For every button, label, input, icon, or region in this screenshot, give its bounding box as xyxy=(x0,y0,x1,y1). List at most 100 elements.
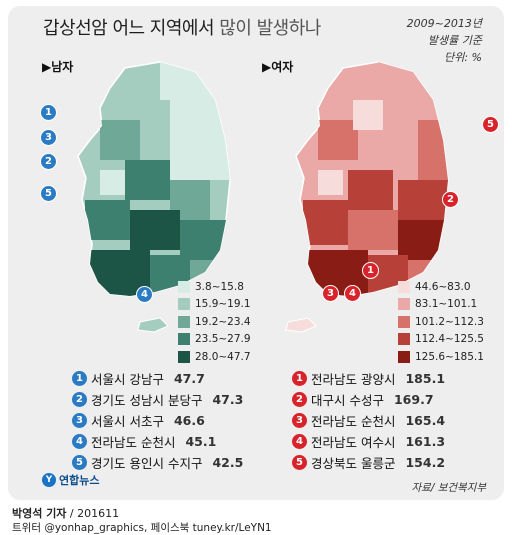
title-main: 갑상선암 어느 지역에서 xyxy=(43,18,215,39)
male-legend-item: 23.5~27.9 xyxy=(178,331,251,349)
yonhap-logo-text: 연합뉴스 xyxy=(59,474,100,487)
female-legend-swatch xyxy=(398,298,410,311)
female-legend-swatch xyxy=(398,350,410,363)
female-legend-label: 101.2~112.3 xyxy=(415,315,484,328)
male-header: ▶남자 xyxy=(42,60,74,74)
male-ranking-item: 4 전라남도 순천시 45.1 xyxy=(72,431,243,452)
infographic-title: 갑상선암 어느 지역에서 많이 발생하나 xyxy=(43,14,321,40)
male-rank-name: 경기도 용인시 수지구 xyxy=(91,456,203,471)
female-legend-label: 44.6~83.0 xyxy=(415,280,471,293)
male-pin-1: 1 xyxy=(40,104,57,121)
male-legend-label: 3.8~15.8 xyxy=(195,280,244,293)
female-ranking-item: 1 전라남도 광양시 185.1 xyxy=(292,368,445,389)
male-legend-swatch xyxy=(178,315,190,328)
male-jeju xyxy=(137,317,169,333)
male-legend-swatch xyxy=(178,350,190,363)
male-pin-4: 4 xyxy=(136,286,153,303)
female-ranking-item: 4 전라남도 여수시 161.3 xyxy=(292,431,445,452)
credit-author: 박영석 기자 xyxy=(12,507,67,520)
male-legend-item: 15.9~19.1 xyxy=(178,296,251,314)
credit-line: 박영석 기자 / 201611 xyxy=(12,505,119,521)
female-legend-swatch xyxy=(398,333,410,346)
male-legend-swatch xyxy=(178,298,190,311)
period-years: 2009~2013년 xyxy=(406,17,482,30)
period-basis: 발생률 기준 xyxy=(427,34,482,47)
female-rank-name: 경상북도 울릉군 xyxy=(311,456,396,471)
female-legend-item: 125.6~185.1 xyxy=(398,348,484,366)
male-map xyxy=(77,61,231,333)
title-sub: 많이 발생하나 xyxy=(219,18,321,39)
period-note: 2009~2013년 발생률 기준 단위: % xyxy=(407,15,482,66)
female-pin-4: 4 xyxy=(344,285,361,302)
female-rank-value: 165.4 xyxy=(405,413,446,428)
female-rank-name: 대구시 수성구 xyxy=(311,393,384,408)
female-pin-2: 2 xyxy=(442,191,459,208)
female-rank-value: 185.1 xyxy=(405,371,446,386)
female-legend-item: 44.6~83.0 xyxy=(398,278,484,296)
female-legend-label: 112.4~125.5 xyxy=(415,333,484,346)
credit-date: / 201611 xyxy=(66,507,120,520)
male-pin-2: 2 xyxy=(40,153,57,170)
male-legend-item: 3.8~15.8 xyxy=(178,278,251,296)
female-rank-badge: 3 xyxy=(292,413,307,428)
female-legend: 44.6~83.0 83.1~101.1 101.2~112.3 112.4~1… xyxy=(398,278,484,366)
female-header: ▶여자 xyxy=(262,60,294,74)
period-unit: 단위: % xyxy=(444,51,482,64)
yonhap-logo-mark: Y xyxy=(42,473,56,487)
male-legend: 3.8~15.8 15.9~19.1 19.2~23.4 23.5~27.9 2… xyxy=(178,278,251,366)
male-legend-label: 19.2~23.4 xyxy=(195,315,251,328)
male-rank-badge: 2 xyxy=(72,392,87,407)
female-rank-name: 전라남도 순천시 xyxy=(311,414,396,429)
male-rank-value: 46.6 xyxy=(173,413,205,428)
female-ranking-item: 5 경상북도 울릉군 154.2 xyxy=(292,452,445,473)
yonhap-logo: Y 연합뉴스 xyxy=(42,472,99,488)
male-legend-swatch xyxy=(178,333,190,346)
male-rank-badge: 3 xyxy=(72,413,87,428)
male-rank-name: 경기도 성남시 분당구 xyxy=(91,393,203,408)
female-ranking-item: 3 전라남도 순천시 165.4 xyxy=(292,410,445,431)
female-rank-name: 전라남도 여수시 xyxy=(311,435,396,450)
source-note: 자료/ 보건복지부 xyxy=(411,482,487,494)
male-legend-label: 28.0~47.7 xyxy=(195,350,251,363)
female-legend-label: 125.6~185.1 xyxy=(415,350,484,363)
female-legend-swatch xyxy=(398,315,410,328)
female-ranking-item: 2 대구시 수성구 169.7 xyxy=(292,389,445,410)
female-rank-value: 154.2 xyxy=(405,455,446,470)
female-ranking: 1 전라남도 광양시 185.1 2 대구시 수성구 169.7 3 전라남도 순천시 16… xyxy=(292,368,445,473)
male-legend-swatch xyxy=(178,280,190,293)
female-rank-value: 169.7 xyxy=(393,392,434,407)
male-rank-badge: 4 xyxy=(72,434,87,449)
female-pin-3: 3 xyxy=(322,285,339,302)
female-pin-1: 1 xyxy=(362,262,379,279)
female-legend-label: 83.1~101.1 xyxy=(415,298,478,311)
female-rank-badge: 5 xyxy=(292,455,307,470)
female-legend-item: 112.4~125.5 xyxy=(398,331,484,349)
male-rank-value: 47.7 xyxy=(173,371,205,386)
male-pin-3: 3 xyxy=(40,129,57,146)
female-map xyxy=(285,61,449,333)
female-legend-swatch xyxy=(398,280,410,293)
credit-sns: 트위터 @yonhap_graphics, 페이스북 tuney.kr/LeYN… xyxy=(12,522,272,534)
male-pin-5: 5 xyxy=(40,185,57,202)
male-legend-item: 28.0~47.7 xyxy=(178,348,251,366)
male-rank-name: 서울시 강남구 xyxy=(91,372,164,387)
female-jeju xyxy=(285,317,317,333)
male-rank-value: 47.3 xyxy=(212,392,244,407)
male-legend-label: 23.5~27.9 xyxy=(195,333,251,346)
male-rank-value: 45.1 xyxy=(185,434,217,449)
male-ranking-item: 3 서울시 서초구 46.6 xyxy=(72,410,243,431)
male-ranking-item: 2 경기도 성남시 분당구 47.3 xyxy=(72,389,243,410)
female-rank-value: 161.3 xyxy=(405,434,446,449)
female-rank-name: 전라남도 광양시 xyxy=(311,372,396,387)
male-legend-item: 19.2~23.4 xyxy=(178,313,251,331)
male-ranking: 1 서울시 강남구 47.7 2 경기도 성남시 분당구 47.3 3 서울시 서초구 46… xyxy=(72,368,243,473)
male-ranking-item: 1 서울시 강남구 47.7 xyxy=(72,368,243,389)
male-rank-badge: 1 xyxy=(72,371,87,386)
male-legend-label: 15.9~19.1 xyxy=(195,298,251,311)
male-ranking-item: 5 경기도 용인시 수지구 42.5 xyxy=(72,452,243,473)
female-rank-badge: 4 xyxy=(292,434,307,449)
female-legend-item: 101.2~112.3 xyxy=(398,313,484,331)
female-pin-5: 5 xyxy=(482,116,499,133)
male-rank-name: 전라남도 순천시 xyxy=(91,435,176,450)
male-rank-name: 서울시 서초구 xyxy=(91,414,164,429)
